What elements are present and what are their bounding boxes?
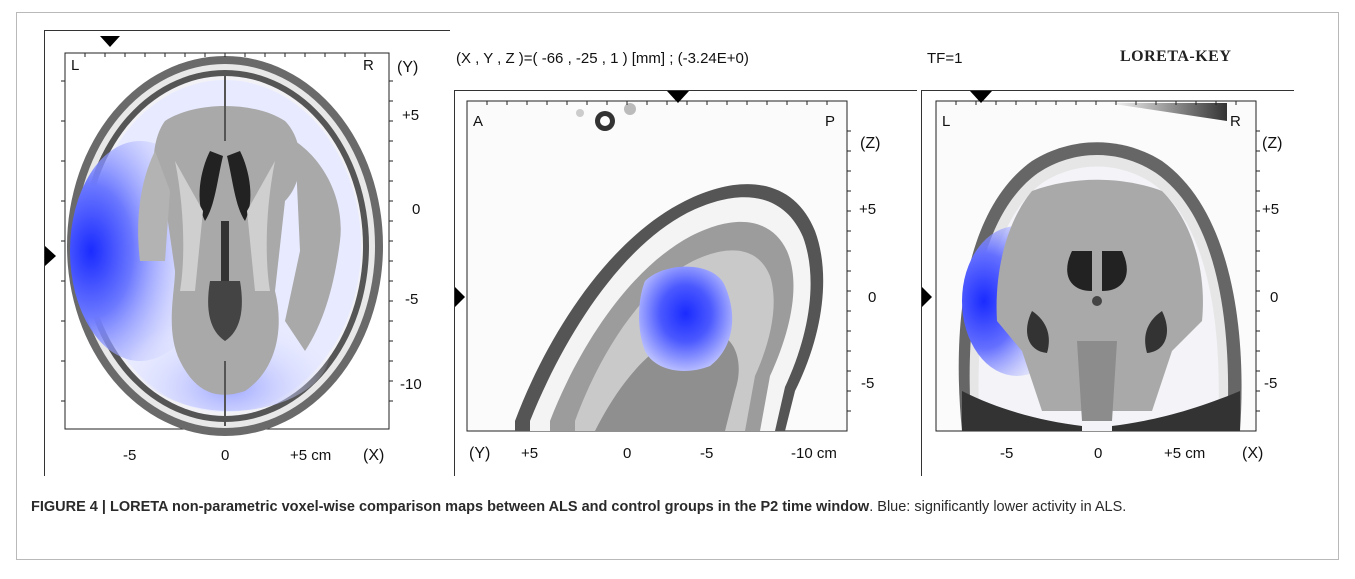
figure-caption: FIGURE 4 | LORETA non-parametric voxel-w… [31,497,1326,518]
loreta-figure: (X , Y , Z )=( -66 , -25 , 1 ) [mm] ; (-… [44,30,1295,482]
sagittal-y-axis-name: (Y) [469,445,491,462]
timeframe-readout: TF=1 [927,50,963,67]
axial-tick-label: -5 [123,447,137,464]
coronal-tick-label: +5 [1262,201,1280,218]
coronal-tick-label: -5 [1000,445,1014,462]
axial-tick-label: -5 [405,291,419,308]
coordinate-readout: (X , Y , Z )=( -66 , -25 , 1 ) [mm] ; (-… [456,50,749,67]
sagittal-tick-label: +5 [521,445,539,462]
caption-body: . Blue: significantly lower activity in … [869,499,1127,515]
coronal-tick-label: 0 [1094,445,1103,462]
sagittal-tick-label: -10 cm [791,445,837,462]
coronal-x-axis-name: (X) [1242,445,1264,462]
axial-slice-panel: L R (Y) +5 0 -5 -10 -5 0 +5 cm (X) [44,30,451,477]
sagittal-posterior-label: P [825,113,836,130]
sagittal-tick-label: -5 [700,445,714,462]
sagittal-slice-image [455,91,918,477]
coronal-slice-panel: L R (Z) +5 0 -5 -5 0 +5 cm (X) [921,90,1295,477]
coronal-tick-label: -5 [1264,375,1278,392]
axial-slice-image [45,31,451,477]
axial-tick-label: +5 cm [290,447,332,464]
sagittal-tick-label: 0 [868,289,877,306]
coronal-left-label: L [942,113,951,130]
axial-left-label: L [71,57,80,74]
sagittal-slice-panel: A P (Z) +5 0 -5 (Y) +5 0 -5 -10 cm [454,90,918,477]
loreta-key-logo: LORETA-KEY [1120,48,1232,65]
axial-tick-label: +5 [402,107,420,124]
sagittal-z-axis-name: (Z) [860,135,881,152]
axial-tick-label: 0 [412,201,421,218]
coronal-tick-label: 0 [1270,289,1279,306]
caption-title: FIGURE 4 | LORETA non-parametric voxel-w… [31,499,870,515]
coronal-tick-label: +5 cm [1164,445,1206,462]
coronal-z-axis-name: (Z) [1262,135,1283,152]
figure-frame [16,12,1339,560]
axial-tick-label: 0 [221,447,230,464]
axial-y-axis-name: (Y) [397,59,419,76]
axial-x-axis-name: (X) [363,447,385,464]
sagittal-anterior-label: A [473,113,484,130]
sagittal-tick-label: 0 [623,445,632,462]
axial-right-label: R [363,57,374,74]
axial-tick-label: -10 [400,376,422,393]
sagittal-tick-label: +5 [859,201,877,218]
sagittal-tick-label: -5 [861,375,875,392]
coronal-right-label: R [1230,113,1241,130]
coronal-slice-image [922,91,1295,477]
